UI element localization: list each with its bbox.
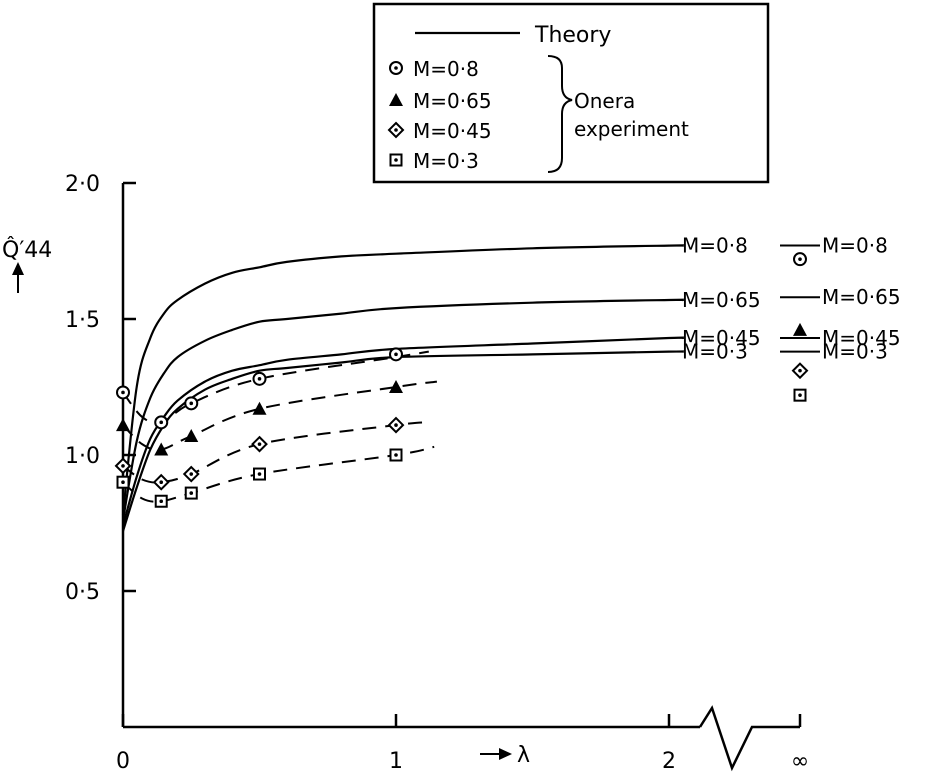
dotted-diamond-marker-dot (798, 368, 802, 373)
dotted-diamond-marker-dot (394, 128, 398, 132)
experiment-curve (122, 445, 435, 503)
filled-triangle-marker (389, 93, 403, 106)
dotted-circle-marker-dot (257, 377, 262, 381)
y-tick-label: 2·0 (65, 172, 100, 197)
dotted-square-marker-dot (121, 480, 125, 485)
x-tick-label: 1 (389, 749, 403, 774)
dotted-circle-marker-dot (798, 257, 802, 261)
dotted-diamond-marker-dot (121, 464, 125, 468)
experiment-curve (122, 380, 438, 451)
experiment-curves (114, 252, 809, 508)
y-tick-label: 1·5 (65, 308, 100, 333)
axis-break-mark (698, 705, 800, 772)
dotted-square-marker-dot (257, 472, 262, 476)
dotted-circle-marker-dot (189, 401, 194, 406)
y-axis-title: Q̂′44 (2, 237, 52, 263)
filled-triangle-marker (252, 401, 267, 415)
x-axis-arrowhead (499, 748, 512, 760)
x-tick-label: 2 (662, 749, 676, 774)
theory-curve (121, 298, 686, 521)
axes: 0·5 1·0 1·5 2·0 0 1 2 ∞ λ Q̂′44 (2, 172, 809, 774)
dotted-diamond-marker-dot (394, 423, 398, 427)
dotted-square-marker-dot (159, 499, 164, 504)
theory-curve-label: M=0·3 (682, 340, 748, 364)
legend-theory-label: Theory (534, 23, 611, 48)
x-axis-title: λ (517, 743, 530, 768)
dotted-square-marker-dot (189, 491, 194, 495)
filled-triangle-marker (389, 380, 403, 393)
y-tick-label: 0·5 (65, 580, 100, 605)
filled-triangle-marker (116, 418, 130, 432)
theory-infinity-label: M=0·65 (822, 285, 901, 309)
legend-group-label-line2: experiment (574, 117, 689, 141)
dotted-square-marker-dot (394, 158, 398, 162)
legend-brace (547, 55, 573, 173)
x-tick-label: ∞ (791, 749, 809, 774)
dotted-diamond-marker-dot (257, 442, 262, 446)
legend: Theory M=0·8 M=0·65 M=0·45 M=0·3 Onera experim… (372, 2, 770, 184)
theory-infinity-label: M=0·45 (822, 326, 901, 350)
theory-curve (121, 244, 686, 515)
filled-triangle-marker (154, 442, 169, 456)
y-axis-arrowhead (12, 262, 24, 275)
theory-infinity-label: M=0·3 (822, 340, 888, 364)
y-tick-label: 1·0 (65, 444, 100, 469)
theory-curves (121, 244, 820, 532)
legend-group-label-line1: Onera (574, 89, 635, 113)
theory-curve (121, 350, 686, 532)
filled-triangle-marker (184, 428, 199, 442)
legend-entry-label: M=0·8 (413, 57, 479, 81)
theory-curve (121, 336, 686, 527)
theory-curve-label: M=0·8 (682, 234, 748, 258)
dotted-circle-marker-dot (121, 390, 125, 395)
experiment-curve (122, 350, 429, 425)
legend-entry-label: M=0·3 (413, 149, 479, 173)
theory-curve-label: M=0·65 (682, 288, 761, 312)
dotted-diamond-marker-dot (159, 480, 164, 485)
curve-labels: M=0·8 M=0·8M=0·65 M=0·65M=0·45 M=0·45M=0·3 M… (682, 234, 901, 364)
experiment-curve (122, 421, 429, 484)
legend-entry-label: M=0·45 (413, 119, 492, 143)
theory-curve-label: M=0·45 (682, 326, 761, 350)
dotted-circle-marker-dot (159, 420, 164, 425)
x-tick-label: 0 (116, 749, 130, 774)
theory-infinity-label: M=0·8 (822, 234, 888, 258)
dotted-diamond-marker-dot (189, 472, 194, 476)
dotted-square-marker-dot (798, 393, 802, 397)
dotted-square-marker-dot (394, 453, 398, 457)
dotted-circle-marker-dot (394, 66, 398, 70)
legend-entry-label: M=0·65 (413, 89, 492, 113)
filled-triangle-marker (793, 322, 807, 336)
dotted-circle-marker-dot (394, 352, 398, 357)
